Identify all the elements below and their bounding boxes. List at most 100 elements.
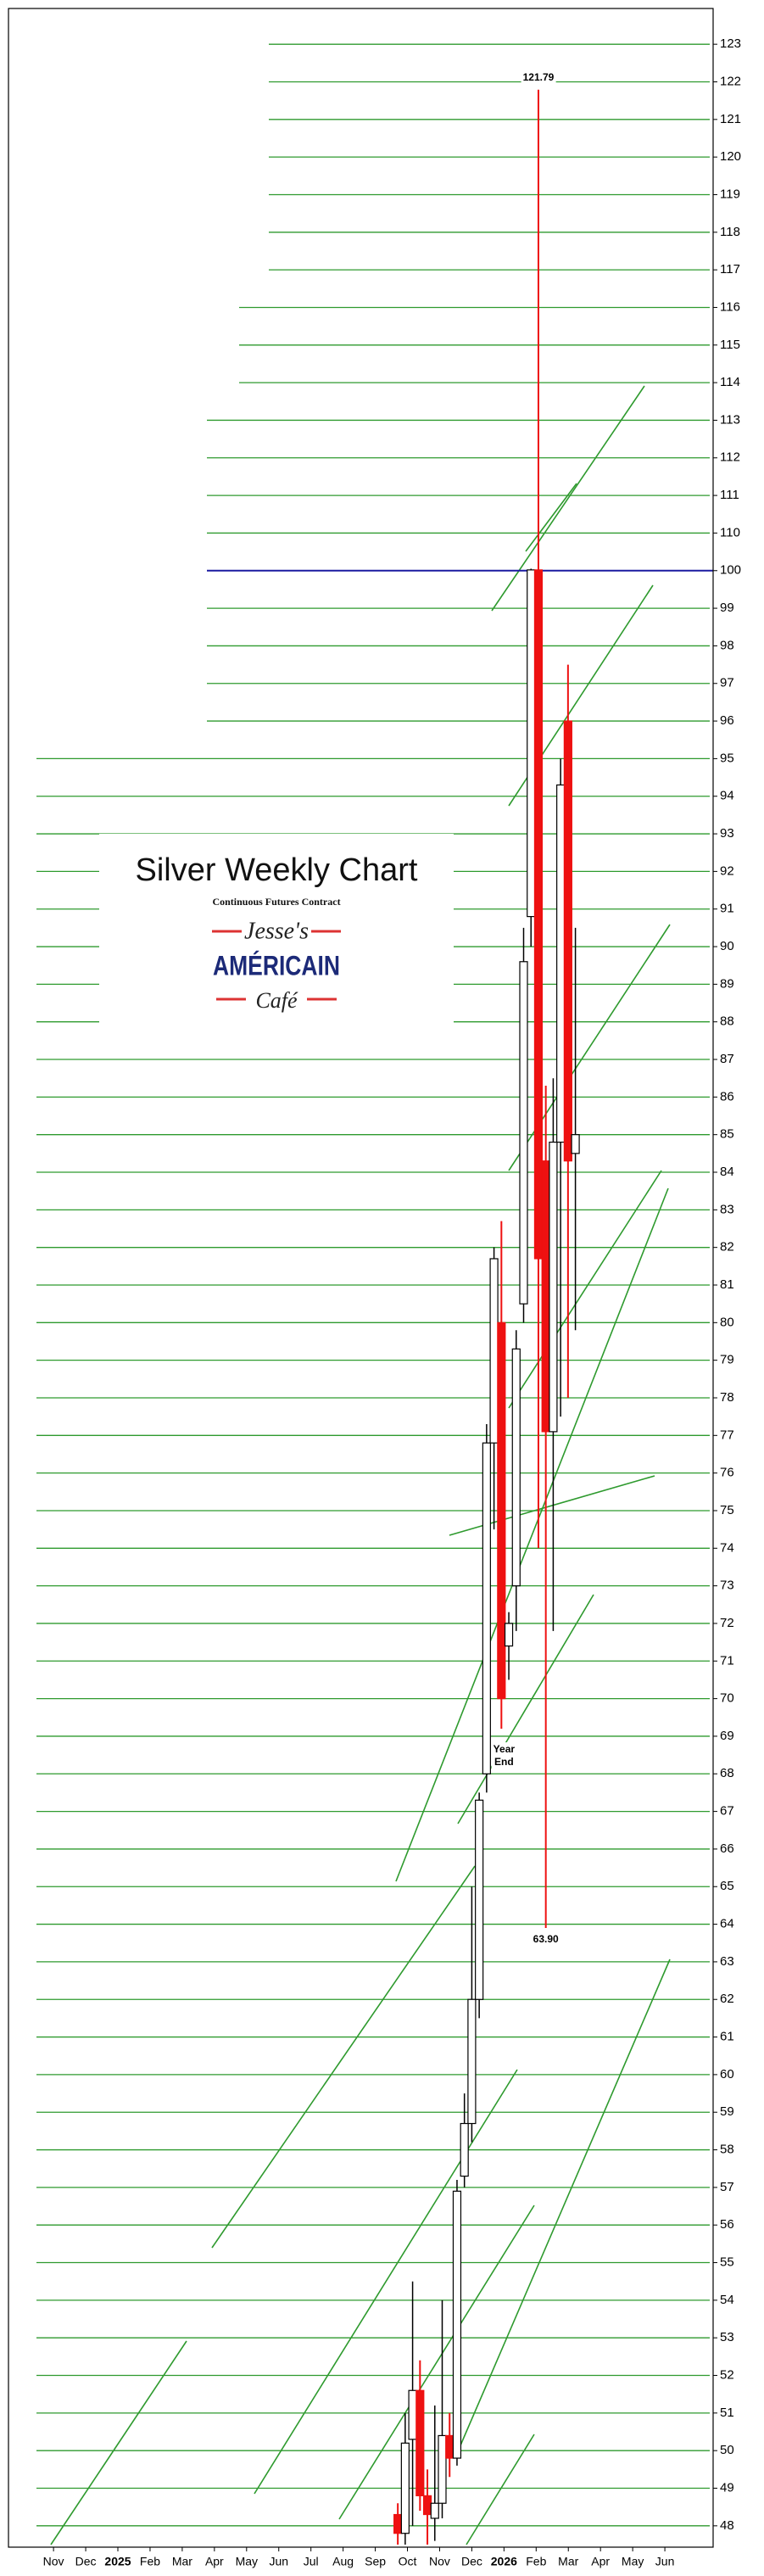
y-tick-label: 119 [720, 187, 740, 201]
y-tick-label: 67 [720, 1804, 734, 1819]
trend-line [457, 1959, 671, 2452]
y-tick-label: 100 [720, 563, 741, 578]
y-tick-label: 97 [720, 676, 734, 690]
y-tick-label: 77 [720, 1428, 734, 1442]
trend-line [254, 2069, 518, 2495]
trend-line [457, 1594, 594, 1824]
candle-body [467, 1998, 477, 2125]
y-tick-label: 87 [720, 1052, 734, 1066]
annotation: 121.79 [523, 71, 555, 83]
candle-body [527, 569, 536, 918]
y-tick-label: 70 [720, 1691, 734, 1706]
candle-body [422, 2495, 432, 2516]
candle-body [393, 2513, 403, 2534]
y-tick-label: 114 [720, 375, 740, 389]
y-tick-label: 50 [720, 2443, 734, 2457]
y-tick-label: 123 [720, 36, 741, 51]
trend-line [395, 1187, 669, 1882]
y-tick-label: 111 [720, 488, 739, 502]
x-tick-label: Apr [205, 2555, 224, 2568]
candle-body [497, 1322, 506, 1700]
x-tick-label: Apr [591, 2555, 610, 2568]
candle-body [415, 2389, 425, 2496]
y-tick-label: 61 [720, 2030, 734, 2044]
candle-body [475, 1799, 484, 2000]
logo-line: Café [255, 988, 298, 1013]
y-tick-label: 99 [720, 601, 734, 615]
candle-body [408, 2389, 417, 2440]
trend-line [50, 2340, 187, 2545]
x-tick-label: Aug [332, 2555, 354, 2568]
x-tick-label: Dec [461, 2555, 482, 2568]
y-tick-label: 73 [720, 1579, 734, 1593]
title-panel [99, 834, 454, 1033]
y-tick-label: 55 [720, 2255, 734, 2270]
y-tick-label: 90 [720, 939, 734, 953]
x-tick-label: Jun [655, 2555, 675, 2568]
candle-body [489, 1258, 499, 1444]
logo-line: Jesse's [244, 918, 309, 944]
y-tick-label: 63 [720, 1954, 734, 1969]
annotation: 63.90 [533, 1933, 559, 1945]
x-tick-label: Mar [172, 2555, 192, 2568]
candle-body [400, 2442, 410, 2534]
candle-body [533, 569, 544, 1260]
y-tick-label: 78 [720, 1390, 734, 1405]
y-tick-label: 93 [720, 826, 734, 841]
y-tick-label: 96 [720, 713, 734, 728]
grid [36, 43, 710, 2527]
y-tick-label: 49 [720, 2480, 734, 2495]
y-tick-label: 53 [720, 2330, 734, 2344]
x-tick-label: May [236, 2555, 258, 2568]
y-tick-label: 52 [720, 2367, 734, 2382]
y-tick-label: 64 [720, 1917, 734, 1931]
y-tick-label: 69 [720, 1729, 734, 1743]
y-tick-label: 95 [720, 751, 734, 765]
title-box: Silver Weekly Chart Continuous Futures C… [99, 834, 454, 1033]
candle-body [519, 961, 528, 1305]
candle-body [438, 2434, 447, 2504]
y-tick-label: 72 [720, 1616, 734, 1630]
y-tick-label: 116 [720, 299, 740, 314]
y-tick-label: 56 [720, 2217, 734, 2232]
x-tick-label: Jul [304, 2555, 319, 2568]
y-tick-label: 82 [720, 1240, 734, 1254]
y-tick-label: 85 [720, 1127, 734, 1142]
y-tick-label: 60 [720, 2067, 734, 2081]
y-tick-label: 110 [720, 525, 740, 539]
x-tick-label: Feb [526, 2555, 546, 2568]
annotation-bg [491, 1742, 517, 1769]
y-tick-label: 59 [720, 2104, 734, 2119]
candle-body [452, 2190, 462, 2459]
y-tick-label: 88 [720, 1014, 734, 1029]
x-tick-label: 2025 [104, 2555, 131, 2568]
chart-title: Silver Weekly Chart [136, 852, 418, 888]
annotation-bg [531, 1932, 561, 1947]
x-tick-label: Nov [429, 2555, 450, 2568]
y-tick-label: 94 [720, 789, 734, 803]
y-tick-label: 98 [720, 638, 734, 652]
y-tick-label: 71 [720, 1653, 734, 1668]
y-tick-label: 79 [720, 1353, 734, 1367]
y-tick-label: 118 [720, 225, 740, 239]
logo-line: AMÉRICAIN [213, 950, 340, 981]
candle-body [563, 720, 572, 1162]
y-tick-label: 120 [720, 149, 741, 164]
y-tick-label: 74 [720, 1540, 734, 1555]
x-tick-label: Mar [558, 2555, 578, 2568]
axes: 48 49 50 51 52 53 54 55 56 57 58 59 60 61 62 63 64 65 66 67… [8, 8, 741, 2568]
x-tick-label: Oct [399, 2555, 417, 2568]
candles: 121.79 63.90 Year End [393, 70, 580, 2545]
y-tick-label: 54 [720, 2293, 734, 2307]
plot-frame [8, 8, 714, 2548]
y-tick-label: 81 [720, 1277, 734, 1292]
candle-body [460, 2122, 469, 2177]
x-tick-label: 2026 [491, 2555, 517, 2568]
y-tick-label: 83 [720, 1202, 734, 1216]
candle-body [571, 1134, 580, 1154]
y-tick-label: 76 [720, 1466, 734, 1480]
y-tick-label: 112 [720, 450, 740, 465]
y-tick-label: 68 [720, 1766, 734, 1780]
candle-body [482, 1442, 491, 1774]
